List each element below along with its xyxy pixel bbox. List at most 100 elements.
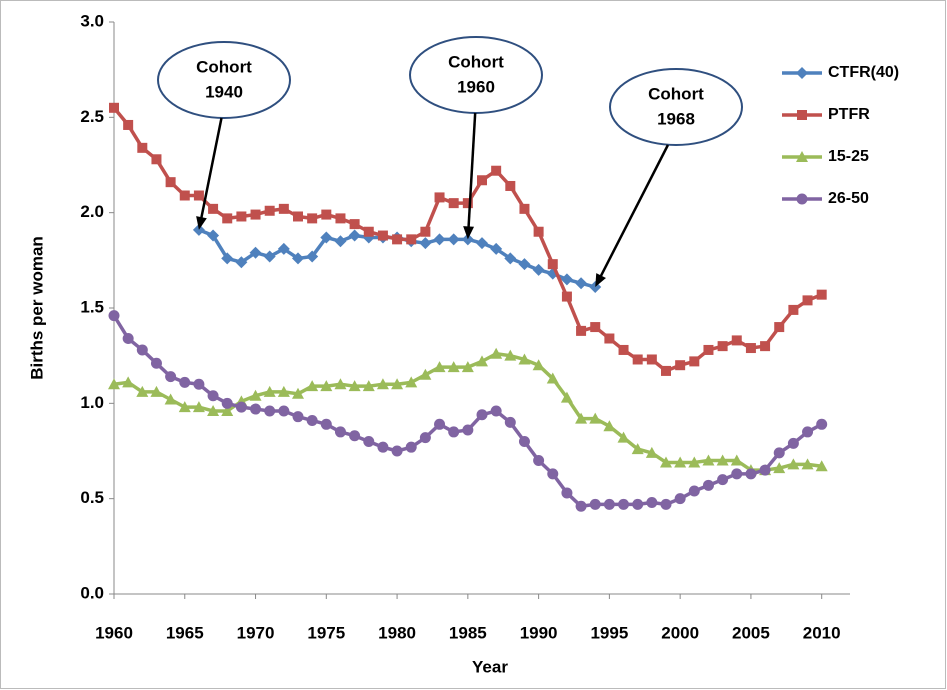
marker bbox=[179, 190, 190, 201]
marker bbox=[136, 385, 149, 397]
x-tick-label: 1980 bbox=[378, 623, 416, 642]
annotation-arrowhead bbox=[463, 226, 475, 240]
marker bbox=[632, 498, 644, 510]
marker bbox=[774, 322, 785, 333]
marker bbox=[801, 458, 814, 470]
marker bbox=[504, 252, 517, 265]
marker bbox=[646, 496, 658, 508]
marker bbox=[816, 289, 827, 300]
marker bbox=[263, 250, 276, 263]
marker bbox=[448, 426, 460, 438]
marker bbox=[221, 252, 234, 265]
marker bbox=[221, 397, 233, 409]
marker bbox=[603, 420, 616, 432]
x-tick-label: 1990 bbox=[520, 623, 558, 642]
x-tick-label: 1960 bbox=[95, 623, 133, 642]
marker bbox=[759, 464, 771, 476]
marker bbox=[278, 203, 289, 214]
marker bbox=[490, 242, 503, 255]
annotation-arrowhead bbox=[196, 216, 207, 230]
marker bbox=[632, 354, 643, 365]
marker bbox=[179, 376, 191, 388]
x-tick-label: 1975 bbox=[307, 623, 345, 642]
marker bbox=[277, 385, 290, 397]
legend-label: PTFR bbox=[828, 106, 870, 123]
x-tick-label: 2005 bbox=[732, 623, 770, 642]
marker bbox=[292, 387, 304, 399]
marker bbox=[165, 177, 176, 188]
marker bbox=[716, 454, 729, 466]
marker bbox=[264, 405, 276, 417]
marker bbox=[702, 479, 714, 491]
annotation-arrow bbox=[597, 144, 670, 281]
y-tick-label: 2.5 bbox=[80, 107, 104, 126]
marker bbox=[505, 180, 516, 191]
marker bbox=[674, 456, 687, 468]
marker bbox=[292, 252, 304, 265]
marker bbox=[109, 102, 119, 113]
marker bbox=[151, 154, 162, 165]
marker bbox=[306, 250, 319, 263]
marker bbox=[193, 378, 205, 390]
marker bbox=[235, 401, 247, 413]
y-tick-label: 1.0 bbox=[80, 393, 104, 412]
marker bbox=[122, 376, 135, 388]
marker bbox=[518, 353, 531, 365]
marker bbox=[603, 498, 615, 510]
marker bbox=[660, 456, 672, 468]
marker bbox=[532, 359, 545, 371]
marker bbox=[419, 432, 431, 444]
annotation-arrow bbox=[467, 112, 477, 232]
marker bbox=[560, 273, 573, 286]
annotation-bubble bbox=[609, 68, 743, 146]
marker bbox=[363, 435, 375, 447]
legend-label: 15-25 bbox=[828, 148, 869, 165]
marker bbox=[293, 211, 303, 222]
marker bbox=[532, 263, 545, 276]
marker bbox=[519, 203, 530, 214]
marker bbox=[576, 325, 587, 336]
marker bbox=[434, 192, 445, 203]
marker bbox=[702, 454, 715, 466]
marker bbox=[165, 371, 177, 383]
x-tick-label: 1995 bbox=[590, 623, 628, 642]
annotation-bubble bbox=[157, 41, 291, 119]
marker bbox=[447, 233, 460, 246]
marker bbox=[377, 230, 388, 241]
marker bbox=[816, 418, 828, 430]
marker bbox=[646, 354, 657, 365]
marker bbox=[745, 343, 756, 354]
x-tick-label: 1970 bbox=[237, 623, 275, 642]
marker bbox=[292, 411, 304, 423]
marker bbox=[788, 304, 799, 315]
marker bbox=[193, 190, 204, 201]
marker bbox=[335, 213, 346, 224]
marker bbox=[405, 376, 418, 388]
marker bbox=[349, 430, 361, 442]
marker bbox=[278, 405, 290, 417]
y-tick-label: 1.5 bbox=[80, 297, 104, 316]
marker bbox=[208, 203, 219, 214]
marker bbox=[405, 441, 417, 453]
marker bbox=[773, 447, 785, 459]
marker bbox=[221, 404, 234, 416]
marker bbox=[277, 242, 290, 255]
marker bbox=[760, 341, 771, 352]
marker bbox=[334, 378, 347, 390]
marker bbox=[618, 498, 630, 510]
marker bbox=[434, 418, 446, 430]
marker bbox=[207, 390, 219, 402]
marker bbox=[688, 485, 700, 497]
marker bbox=[447, 361, 460, 373]
legend-label: 26-50 bbox=[828, 190, 869, 207]
marker bbox=[476, 355, 488, 367]
marker bbox=[249, 389, 262, 401]
marker bbox=[675, 360, 686, 371]
marker bbox=[797, 110, 807, 120]
marker bbox=[490, 405, 502, 417]
marker bbox=[490, 347, 503, 359]
marker bbox=[348, 229, 361, 242]
marker bbox=[122, 333, 134, 345]
marker bbox=[617, 431, 630, 443]
